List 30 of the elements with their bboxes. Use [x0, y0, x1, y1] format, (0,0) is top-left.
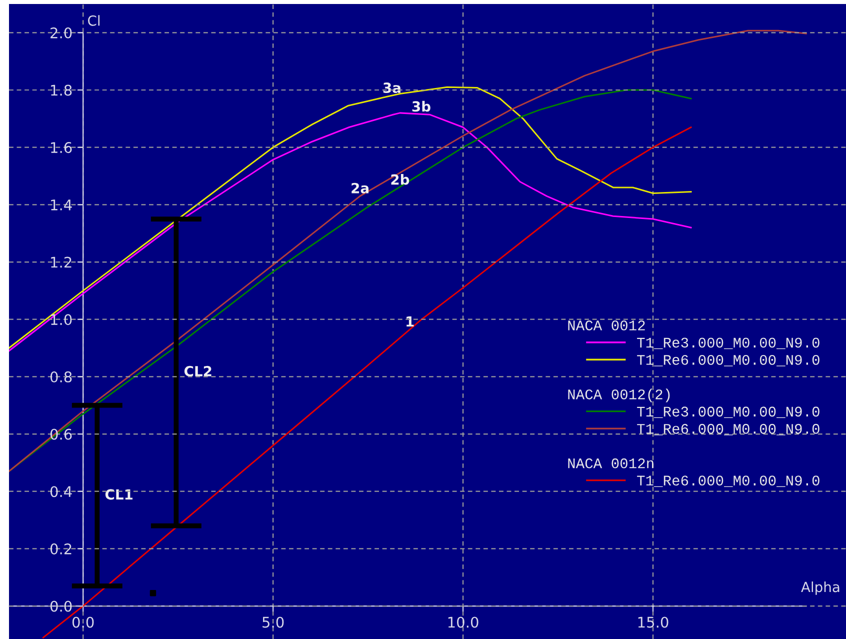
series-label: CL1	[105, 489, 132, 500]
annotation: 1	[406, 316, 414, 326]
x-tick-label: 15.0	[638, 616, 668, 628]
legend-label: T1_Re6.000_M0.00_N9.0	[637, 354, 820, 366]
y-tick-label: 0.8	[50, 371, 72, 382]
y-axis-title: Cl	[88, 15, 100, 26]
x-tick-label: 0.0	[72, 616, 94, 628]
y-tick-label: 1.4	[51, 200, 72, 210]
legend-label: T1_Re6.000_M0.00_N9.0	[637, 424, 820, 436]
y-tick-label: 2.0	[50, 27, 72, 38]
annotation: 3a	[383, 82, 400, 94]
y-tick-label: 0.4	[50, 486, 72, 498]
legend-label: T1_Re6.000_M0.00_N9.0	[637, 476, 820, 487]
annotation: 2a	[352, 182, 368, 194]
series-label: CL2	[184, 366, 212, 376]
y-tick-label: 1.8	[51, 84, 72, 96]
text: NACA 0012(2)	[568, 388, 670, 402]
y-tick-label: 1.0	[51, 314, 72, 326]
text: NACA 0012n	[568, 458, 654, 468]
legend-label: T1_Re3.000_M0.00_N9.0	[637, 406, 820, 418]
y-tick-label: 1.2	[51, 256, 72, 268]
annotation: 2b	[391, 174, 410, 185]
x-tick-label: 5.0	[262, 616, 284, 628]
annotation: 3b	[412, 100, 430, 112]
y-tick-label: 1.6	[51, 142, 72, 154]
y-tick-label: 0.2	[50, 543, 72, 554]
legend-label: T1_Re3.000_M0.00_N9.0	[637, 338, 820, 350]
x-tick-label: 10.0	[448, 616, 478, 628]
text: NACA 0012	[568, 320, 645, 330]
x-axis-title: Alpha	[801, 581, 840, 595]
